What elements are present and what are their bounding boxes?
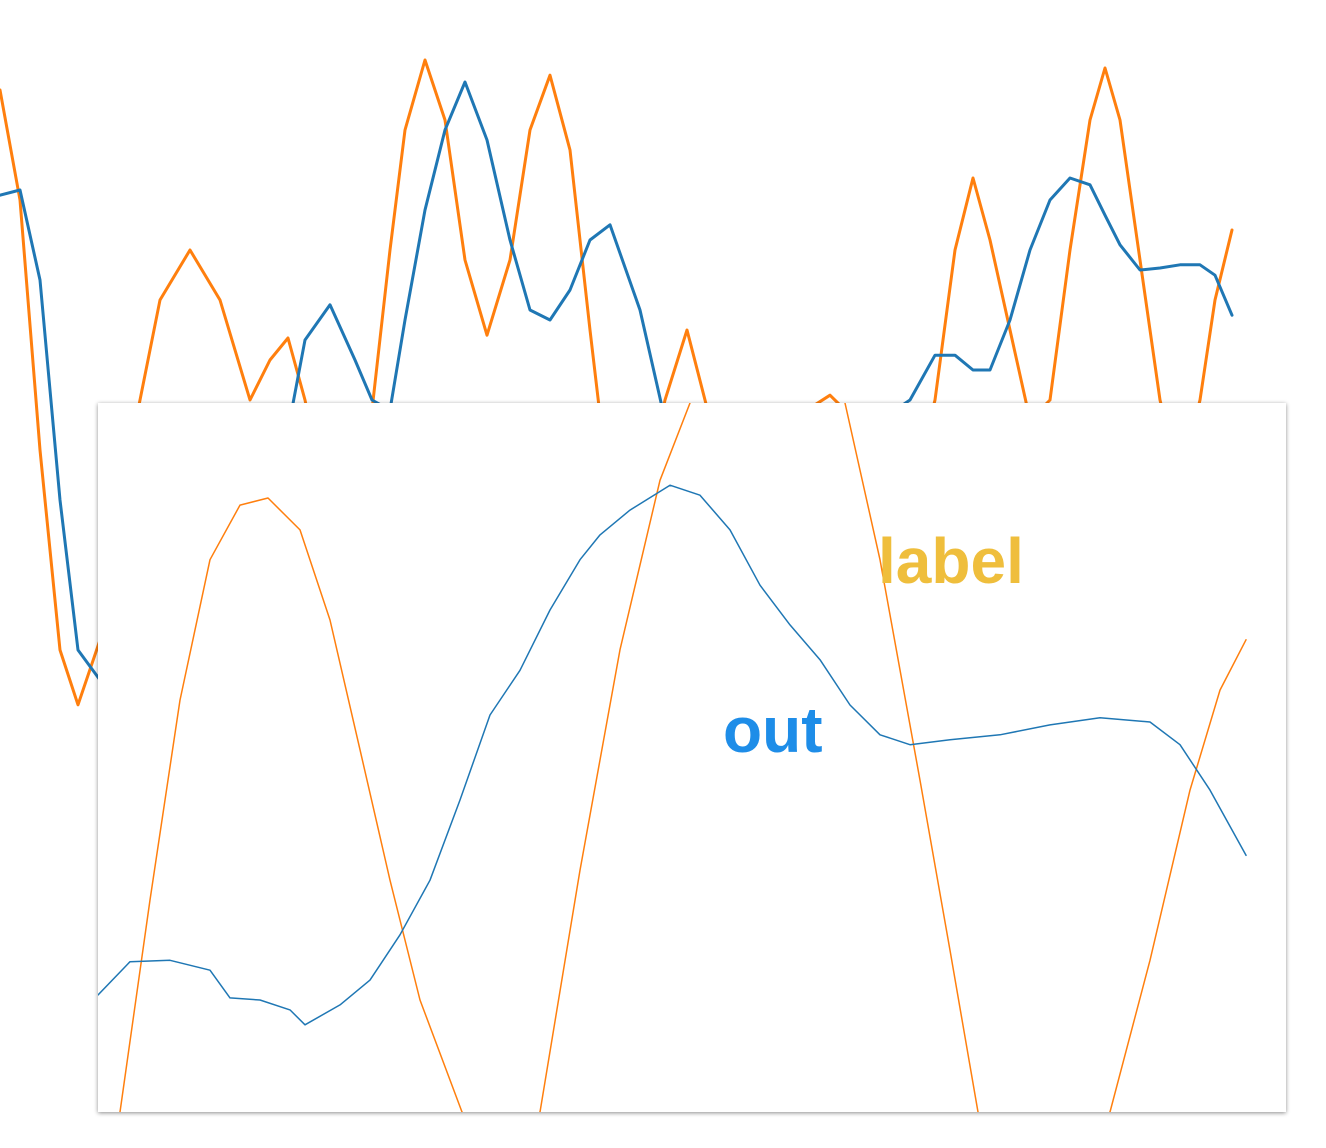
- data-line: [119, 403, 1247, 1112]
- data-line: [98, 484, 1247, 1026]
- inset-panel: [98, 403, 1286, 1112]
- inset-chart: [98, 403, 1247, 1112]
- annotation-out: out: [723, 694, 823, 766]
- annotation-label: label: [878, 525, 1024, 597]
